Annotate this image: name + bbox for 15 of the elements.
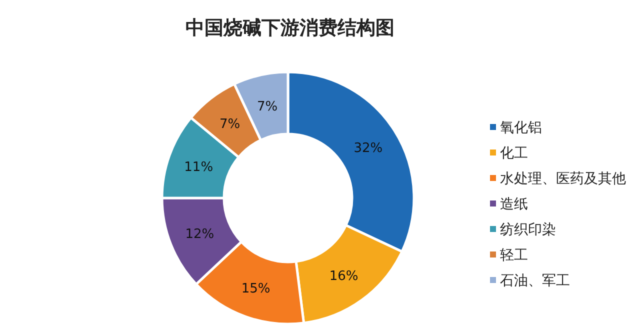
legend-label: 造纸 — [500, 196, 528, 212]
legend-label: 轻工 — [500, 248, 528, 264]
legend-label: 氧化铝 — [500, 120, 542, 136]
data-label: 7% — [219, 116, 240, 132]
data-label: 12% — [185, 226, 214, 242]
legend-label: 化工 — [500, 146, 528, 162]
data-label: 16% — [329, 268, 358, 284]
legend-label: 石油、军工 — [500, 273, 570, 289]
legend-label: 纺织印染 — [500, 222, 556, 238]
chart-title: 中国烧碱下游消费结构图 — [186, 17, 394, 39]
data-label: 7% — [256, 99, 278, 114]
legend-label: 水处理、医药及其他 — [500, 171, 626, 187]
data-label: 32% — [354, 141, 383, 156]
data-label: 15% — [241, 281, 270, 296]
data-label: 11% — [184, 160, 214, 175]
